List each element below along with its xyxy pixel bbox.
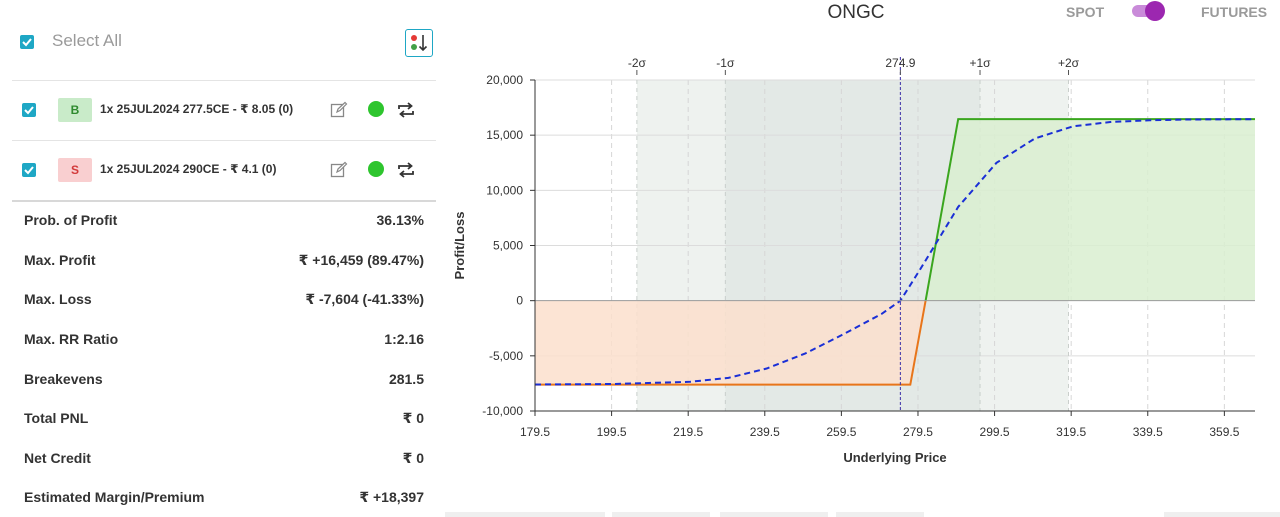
x-tick-label: 239.5 bbox=[750, 425, 780, 439]
chart-title: ONGC bbox=[827, 2, 885, 23]
leg-description: 1x 25JUL2024 277.5CE - ₹ 8.05 (0) bbox=[100, 102, 294, 116]
status-dot bbox=[368, 101, 384, 117]
futures-label[interactable]: FUTURES bbox=[1201, 4, 1268, 20]
metric-label: Max. RR Ratio bbox=[24, 331, 119, 347]
metric-value: ₹ +16,459 (89.47%) bbox=[298, 252, 424, 268]
metric-net-credit: Net Credit ₹ 0 bbox=[24, 450, 424, 470]
sigma-label: +2σ bbox=[1058, 56, 1080, 70]
metric-label: Max. Profit bbox=[24, 252, 96, 268]
x-tick-label: 179.5 bbox=[520, 425, 550, 439]
edit-icon[interactable] bbox=[330, 101, 348, 119]
metric-breakevens: Breakevens 281.5 bbox=[24, 371, 424, 391]
leg-row: S 1x 25JUL2024 290CE - ₹ 4.1 (0) bbox=[12, 141, 436, 202]
x-tick-label: 259.5 bbox=[826, 425, 856, 439]
spot-label[interactable]: SPOT bbox=[1066, 4, 1105, 20]
metric-max-loss: Max. Loss ₹ -7,604 (-41.33%) bbox=[24, 291, 424, 311]
buy-badge[interactable]: B bbox=[58, 98, 92, 122]
metric-value: 36.13% bbox=[376, 212, 424, 228]
y-axis-title: Profit/Loss bbox=[452, 212, 467, 280]
y-tick-label: 15,000 bbox=[486, 128, 523, 142]
metric-total-pnl: Total PNL ₹ 0 bbox=[24, 410, 424, 430]
metric-prob-of-profit: Prob. of Profit 36.13% bbox=[24, 212, 424, 232]
swap-icon[interactable] bbox=[396, 101, 416, 119]
payoff-loss-line bbox=[535, 300, 927, 386]
metric-estimated-margin: Estimated Margin/Premium ₹ +18,397 bbox=[24, 489, 424, 509]
bottom-tab[interactable] bbox=[720, 512, 828, 517]
metric-label: Net Credit bbox=[24, 450, 91, 466]
metric-value: 1:2.16 bbox=[384, 331, 424, 347]
x-axis-title: Underlying Price bbox=[843, 450, 946, 465]
x-tick-label: 299.5 bbox=[980, 425, 1010, 439]
metric-value: ₹ 0 bbox=[402, 450, 424, 466]
x-tick-label: 219.5 bbox=[673, 425, 703, 439]
select-all-label: Select All bbox=[52, 31, 122, 50]
y-tick-label: 5,000 bbox=[493, 239, 523, 253]
sigma-label: -1σ bbox=[716, 56, 735, 70]
metric-value: 281.5 bbox=[388, 371, 424, 387]
leg-row: B 1x 25JUL2024 277.5CE - ₹ 8.05 (0) bbox=[12, 81, 436, 141]
metric-label: Estimated Margin/Premium bbox=[24, 489, 205, 505]
metric-label: Total PNL bbox=[24, 410, 89, 426]
bottom-tab-strip bbox=[440, 512, 1280, 517]
x-tick-label: 279.5 bbox=[903, 425, 933, 439]
strategy-panel: Select All B 1x 25JUL2024 277.5CE - ₹ 8.… bbox=[0, 0, 438, 517]
sigma-label: -2σ bbox=[628, 56, 647, 70]
leg-description: 1x 25JUL2024 290CE - ₹ 4.1 (0) bbox=[100, 162, 277, 176]
bottom-tab[interactable] bbox=[836, 512, 924, 517]
x-tick-label: 199.5 bbox=[597, 425, 627, 439]
payoff-chart: 179.5 199.5 219.5 239.5 259.5 279.5 299.5 319.5… bbox=[452, 56, 1256, 465]
leg-checkbox[interactable] bbox=[22, 163, 36, 177]
sort-button[interactable] bbox=[405, 29, 433, 57]
status-dot bbox=[368, 161, 384, 177]
spot-price-label: 274.9 bbox=[885, 56, 915, 70]
edit-icon[interactable] bbox=[330, 161, 348, 179]
bottom-tab[interactable] bbox=[445, 512, 605, 517]
select-all-row: Select All bbox=[12, 0, 436, 81]
y-tick-label: -5,000 bbox=[489, 349, 523, 363]
x-tick-label: 359.5 bbox=[1209, 425, 1239, 439]
loss-area bbox=[535, 300, 926, 385]
metric-max-profit: Max. Profit ₹ +16,459 (89.47%) bbox=[24, 252, 424, 272]
swap-icon[interactable] bbox=[396, 161, 416, 179]
sigma-label: +1σ bbox=[969, 56, 991, 70]
spot-futures-toggle[interactable] bbox=[1130, 1, 1166, 21]
metric-value: ₹ +18,397 bbox=[359, 489, 424, 505]
x-tick-label: 339.5 bbox=[1133, 425, 1163, 439]
payoff-profit-line bbox=[924, 118, 1255, 301]
sort-icon bbox=[411, 35, 428, 52]
metric-value: ₹ 0 bbox=[402, 410, 424, 426]
metric-label: Max. Loss bbox=[24, 291, 92, 307]
metric-max-rr-ratio: Max. RR Ratio 1:2.16 bbox=[24, 331, 424, 351]
select-all-checkbox[interactable] bbox=[20, 35, 34, 49]
projected-pnl-line bbox=[534, 118, 1256, 386]
x-tick-label: 319.5 bbox=[1056, 425, 1086, 439]
y-tick-label: 0 bbox=[516, 294, 523, 308]
leg-checkbox[interactable] bbox=[22, 103, 36, 117]
toggle-knob bbox=[1145, 1, 1165, 21]
bottom-tab[interactable] bbox=[1164, 512, 1280, 517]
y-tick-label: -10,000 bbox=[482, 404, 523, 418]
bottom-tab[interactable] bbox=[612, 512, 710, 517]
sell-badge[interactable]: S bbox=[58, 158, 92, 182]
metric-label: Breakevens bbox=[24, 371, 103, 387]
metric-value: ₹ -7,604 (-41.33%) bbox=[305, 291, 424, 307]
metric-label: Prob. of Profit bbox=[24, 212, 118, 228]
profit-area bbox=[925, 119, 1255, 301]
y-tick-label: 10,000 bbox=[486, 183, 523, 197]
y-tick-label: 20,000 bbox=[486, 73, 523, 87]
